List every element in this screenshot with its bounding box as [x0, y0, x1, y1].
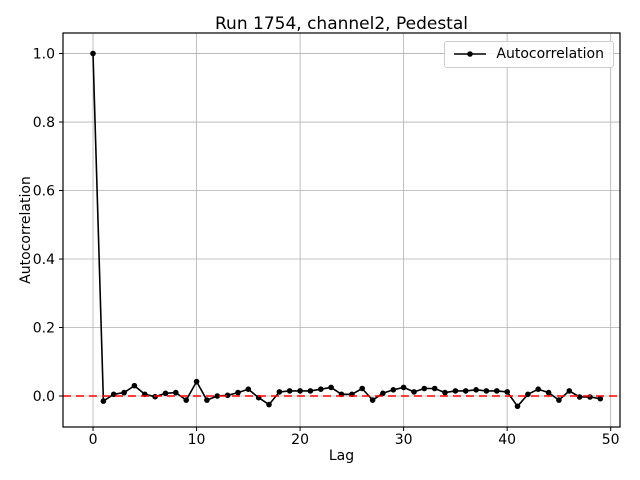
- data-point-marker: [90, 50, 96, 57]
- data-point-marker: [276, 389, 283, 395]
- data-point-marker: [297, 388, 303, 394]
- data-point-marker: [359, 385, 366, 392]
- data-point-marker: [483, 388, 490, 394]
- data-point-marker: [411, 389, 417, 395]
- x-tick-label: 20: [291, 432, 309, 448]
- data-point-marker: [328, 384, 334, 391]
- data-point-marker: [131, 382, 138, 389]
- data-point-marker: [100, 398, 107, 404]
- y-tick-label: 0.6: [33, 184, 55, 200]
- data-point-marker: [504, 389, 511, 395]
- axes-background: [63, 33, 620, 427]
- data-point-marker: [566, 388, 573, 394]
- data-point-marker: [318, 386, 324, 393]
- x-tick-label: 50: [602, 432, 620, 448]
- data-point-marker: [245, 386, 252, 393]
- legend: Autocorrelation: [444, 41, 614, 68]
- data-point-marker: [286, 388, 293, 394]
- data-point-marker: [473, 387, 479, 393]
- x-tick-label: 0: [89, 432, 98, 448]
- data-point-marker: [421, 385, 428, 392]
- data-point-marker: [193, 378, 200, 385]
- x-tick-label: 10: [188, 432, 206, 448]
- data-point-marker: [597, 395, 604, 402]
- y-axis-label: Autocorrelation: [18, 176, 34, 284]
- y-tick-label: 0.0: [33, 389, 55, 405]
- data-point-marker: [400, 384, 407, 391]
- data-point-marker: [162, 390, 169, 397]
- y-tick-label: 1.0: [33, 47, 55, 63]
- data-point-marker: [121, 389, 127, 396]
- data-point-marker: [266, 401, 272, 408]
- data-point-marker: [576, 394, 583, 400]
- data-point-marker: [556, 397, 562, 403]
- data-point-marker: [235, 389, 241, 396]
- x-tick-label: 30: [395, 432, 413, 448]
- data-point-marker: [173, 389, 179, 396]
- data-point-marker: [525, 391, 531, 398]
- data-point-marker: [442, 389, 448, 396]
- data-point-marker: [462, 388, 469, 394]
- data-point-marker: [452, 388, 459, 394]
- data-point-marker: [431, 385, 438, 392]
- data-point-marker: [183, 397, 189, 403]
- data-point-marker: [535, 386, 541, 393]
- legend-line-marker-icon: [454, 51, 487, 57]
- data-point-marker: [514, 403, 521, 410]
- axes-frame: [62, 32, 621, 428]
- chart-title: Run 1754, channel2, Pedestal: [215, 14, 468, 34]
- data-point-marker: [545, 389, 552, 396]
- legend-label: Autocorrelation: [496, 46, 604, 62]
- data-point-marker: [214, 393, 221, 399]
- y-tick-label: 0.4: [33, 252, 55, 268]
- x-axis-label: Lag: [328, 448, 355, 464]
- data-point-marker: [307, 388, 314, 394]
- y-tick-label: 0.2: [33, 321, 55, 337]
- data-point-marker: [587, 394, 593, 400]
- data-point-marker: [380, 390, 386, 397]
- data-point-marker: [494, 388, 500, 394]
- x-tick-label: 40: [498, 432, 516, 448]
- data-point-marker: [369, 397, 376, 403]
- data-point-marker: [390, 387, 397, 393]
- data-point-marker: [204, 397, 210, 403]
- y-tick-label: 0.8: [33, 115, 55, 131]
